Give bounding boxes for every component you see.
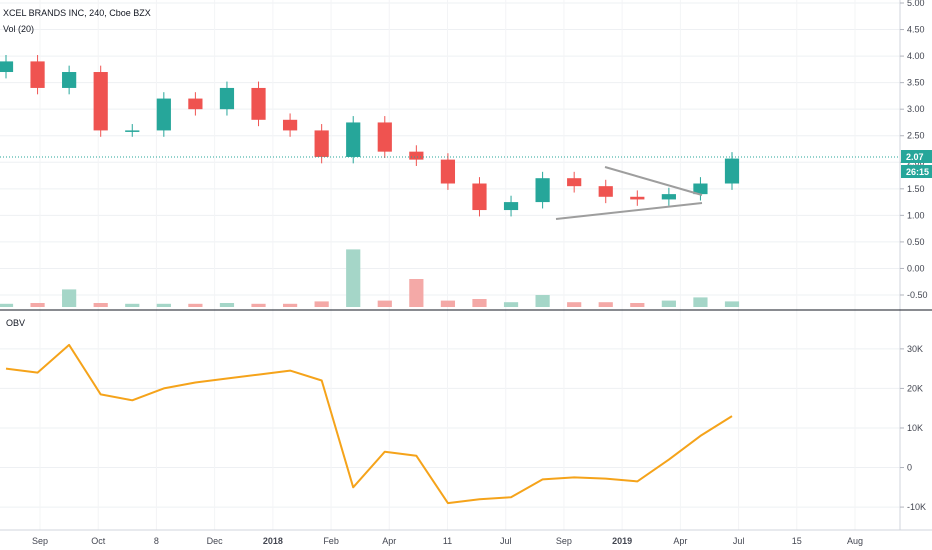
obv-series-line [5,343,733,505]
candle-body [219,87,235,110]
volume-bar [314,301,329,307]
candle-body [282,119,298,131]
time-axis: Sep Oct 8 Dec 2018 Feb Apr 11 Jul Sep 2019 Apr Jul 15… [32,536,863,546]
candle-body [93,72,108,131]
volume-bar [62,289,77,307]
time-tick-label: Oct [91,536,106,546]
volume-bar [661,300,676,307]
obv-line [5,343,733,505]
volume-bar [156,303,171,307]
candle-body [314,130,329,157]
time-tick-label: Dec [207,536,224,546]
candle-body [409,151,424,160]
obv-axis: 30K 20K 10K 0 -10K [900,344,926,512]
time-tick-label: 11 [443,536,452,546]
time-tick-label: Aug [847,536,863,546]
price-tick-label: 1.50 [907,184,925,194]
time-tick-label: 8 [154,536,159,546]
candle-body [693,183,708,195]
candle-body [377,122,392,152]
volume-bar [503,302,519,307]
volume-bar [472,299,487,307]
price-tick-label: 3.00 [907,104,925,114]
price-tick-label: 4.00 [907,51,925,61]
time-tick-label: 15 [792,536,802,546]
volume-bar [693,297,708,307]
candle-body [440,159,456,184]
obv-tick-label: 10K [907,423,923,433]
gridlines [0,0,900,530]
time-tick-label: Jul [733,536,745,546]
candle-body [661,194,676,200]
time-tick-label: 2018 [263,536,283,546]
countdown-value: 26:15 [906,167,929,177]
last-price-badge [901,150,932,163]
volume-bar [535,295,550,307]
candle-body [188,98,203,110]
volume-bar [188,303,203,307]
obv-tick-label: 20K [907,383,923,393]
candle-body [251,87,266,120]
time-tick-label: 2019 [612,536,632,546]
candle-body [125,130,140,132]
volume-bar [377,300,392,307]
volume-bar [598,302,613,307]
obv-tick-label: -10K [907,502,926,512]
price-tick-label: 3.50 [907,78,925,88]
volume-bar [219,303,235,307]
price-tick-label: 2.50 [907,131,925,141]
volume-bar [440,300,456,307]
time-tick-label: Sep [556,536,572,546]
obv-legend: OBV [6,318,25,328]
candle-body [567,178,582,187]
volume-bars [0,249,740,307]
candle-body [62,72,77,88]
volume-bar [30,303,45,307]
volume-bar [630,303,645,307]
volume-bar [409,279,424,307]
obv-tick-label: 30K [907,344,923,354]
price-tick-label: 4.50 [907,25,925,35]
volume-bar [346,249,361,307]
volume-bar [251,303,266,307]
trend-line-upper[interactable] [604,166,703,196]
volume-bar [125,303,140,307]
price-tick-label: -0.50 [907,290,928,300]
candlestick-series [0,55,740,217]
time-tick-label: Apr [382,536,396,546]
price-tick-label: 0.50 [907,237,925,247]
volume-bar [567,302,582,307]
time-tick-label: Sep [32,536,48,546]
time-tick-label: Apr [673,536,687,546]
candle-body [0,61,14,73]
volume-legend: Vol (20) [3,24,34,34]
candle-body [503,202,519,211]
time-tick-label: Feb [323,536,339,546]
price-tick-label: 5.00 [907,0,925,8]
candle-body [346,122,361,157]
chart-title: XCEL BRANDS INC, 240, Cboe BZX [3,8,151,18]
countdown-badge [901,165,932,178]
candle-body [598,186,613,197]
price-tick-label: 0.00 [907,263,925,273]
time-tick-label: Jul [500,536,512,546]
candle-body [472,183,487,211]
price-tick-label: 1.00 [907,210,925,220]
candle-body [630,196,645,200]
volume-bar [93,303,108,307]
candle-body [724,158,740,184]
volume-bar [282,303,298,307]
last-price-value: 2.07 [906,152,924,162]
volume-bar [724,301,740,307]
obv-tick-label: 0 [907,463,912,473]
candle-body [30,61,45,88]
candle-body [156,98,171,131]
candle-body [535,178,550,203]
trend-line-lower[interactable] [555,202,703,220]
volume-bar [0,303,14,307]
